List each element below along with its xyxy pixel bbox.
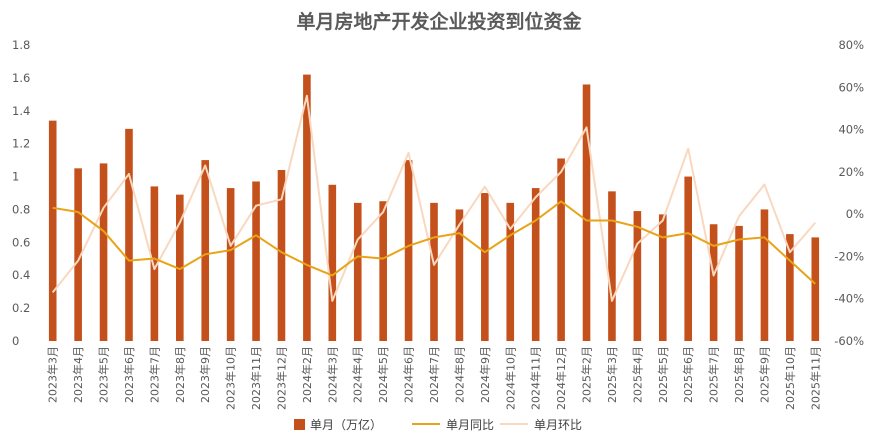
legend: 单月（万亿） 单月同比 单月环比 <box>294 417 582 432</box>
x-tick-label: 2024年4月 <box>351 346 365 403</box>
bar <box>633 211 642 341</box>
bar <box>201 160 210 341</box>
bar <box>811 237 820 341</box>
y2-tick-label: 20% <box>838 165 864 179</box>
bar <box>74 168 82 341</box>
x-tick-label: 2024年12月 <box>554 346 568 410</box>
bar <box>557 158 565 341</box>
bar <box>150 186 159 341</box>
x-tick-label: 2024年11月 <box>529 346 543 410</box>
y-tick-label: 1.4 <box>12 104 30 118</box>
x-tick-label: 2025年3月 <box>605 346 619 403</box>
bar <box>658 214 667 341</box>
bar <box>709 224 718 341</box>
bar <box>430 202 438 341</box>
x-tick-label: 2024年9月 <box>478 346 492 403</box>
x-tick-label: 2025年6月 <box>681 346 695 403</box>
y-tick-label: 0.6 <box>12 235 30 249</box>
bar <box>125 128 133 341</box>
y2-tick-label: 80% <box>838 38 864 52</box>
x-tick-label: 2024年8月 <box>452 346 466 403</box>
x-tick-label: 2024年7月 <box>427 346 441 403</box>
bar <box>252 181 260 341</box>
bar <box>226 188 235 341</box>
y-tick-label: 0.4 <box>12 268 30 282</box>
bar <box>684 176 692 341</box>
bar <box>481 193 489 341</box>
x-tick-label: 2024年5月 <box>376 346 390 403</box>
y2-tick-label: 40% <box>838 123 864 137</box>
y2-tick-label: -20% <box>834 249 864 263</box>
x-tick-label: 2023年10月 <box>224 346 238 410</box>
x-tick-label: 2024年3月 <box>325 346 339 403</box>
x-tick-label: 2025年9月 <box>757 346 771 403</box>
line-series <box>51 94 817 302</box>
bar <box>506 202 515 341</box>
x-tick-label: 2024年10月 <box>503 346 517 410</box>
y2-tick-label: 0% <box>846 207 864 221</box>
bar <box>277 169 286 341</box>
y-tick-label: 0.2 <box>12 301 30 315</box>
legend-label: 单月环比 <box>534 418 582 432</box>
y-tick-label: 1.2 <box>12 137 30 151</box>
legend-label: 单月（万亿） <box>310 417 382 432</box>
x-tick-label: 2023年6月 <box>122 346 136 403</box>
x-tick-label: 2025年4月 <box>630 346 644 403</box>
x-tick-label: 2023年3月 <box>46 346 60 403</box>
y2-tick-label: 60% <box>838 80 864 94</box>
x-tick-label: 2025年2月 <box>580 346 594 403</box>
x-tick-label: 2025年8月 <box>732 346 746 403</box>
x-tick-label: 2023年5月 <box>97 346 111 403</box>
bar <box>582 84 591 341</box>
bar <box>760 209 769 341</box>
x-tick-label: 2023年4月 <box>71 346 85 403</box>
y-tick-label: 1.8 <box>12 38 30 52</box>
bar <box>328 184 337 341</box>
y-tick-label: 0 <box>12 334 19 348</box>
bar <box>404 160 413 341</box>
chart-title: 单月房地产开发企业投资到位资金 <box>296 10 582 33</box>
x-tick-label: 2023年9月 <box>198 346 212 403</box>
x-tick-label: 2023年8月 <box>173 346 187 403</box>
y-axis-right: -60% -40% -20% 0% 20% 40% 60% 80% <box>834 38 864 348</box>
bar <box>379 201 387 341</box>
legend-label: 单月同比 <box>446 418 494 432</box>
x-tick-label: 2024年2月 <box>300 346 314 403</box>
bar <box>455 209 464 341</box>
y2-tick-label: -40% <box>834 292 864 306</box>
bar <box>531 188 540 341</box>
bar <box>176 194 184 341</box>
bar <box>608 191 616 341</box>
y-axis-left: 0 0.2 0.4 0.6 0.8 1 1.2 1.4 1.6 1.8 <box>12 38 30 348</box>
x-tick-label: 2025年10月 <box>783 346 797 410</box>
mom-line <box>51 94 817 302</box>
x-tick-label: 2025年7月 <box>707 346 721 403</box>
x-tick-label: 2025年5月 <box>656 346 670 403</box>
y2-tick-label: -60% <box>834 334 864 348</box>
x-tick-label: 2023年7月 <box>147 346 161 403</box>
y-tick-label: 1 <box>12 170 19 184</box>
bar-series <box>48 74 820 341</box>
x-tick-label: 2025年11月 <box>808 346 822 410</box>
bar <box>786 234 794 341</box>
bar <box>303 74 311 341</box>
y-tick-label: 1.6 <box>12 71 30 85</box>
x-tick-label: 2023年12月 <box>274 346 288 410</box>
x-tick-label: 2024年6月 <box>402 346 416 403</box>
bar <box>353 202 362 341</box>
yoy-line <box>52 200 816 285</box>
x-axis: 2023年3月 2023年4月 2023年5月 2023年6月 2023年7月 2023年… <box>46 346 823 410</box>
bar <box>735 225 743 341</box>
bar <box>48 120 57 341</box>
x-tick-label: 2023年11月 <box>249 346 263 410</box>
y-tick-label: 0.8 <box>12 202 30 216</box>
bar <box>99 163 108 341</box>
legend-swatch-bar <box>294 419 305 430</box>
